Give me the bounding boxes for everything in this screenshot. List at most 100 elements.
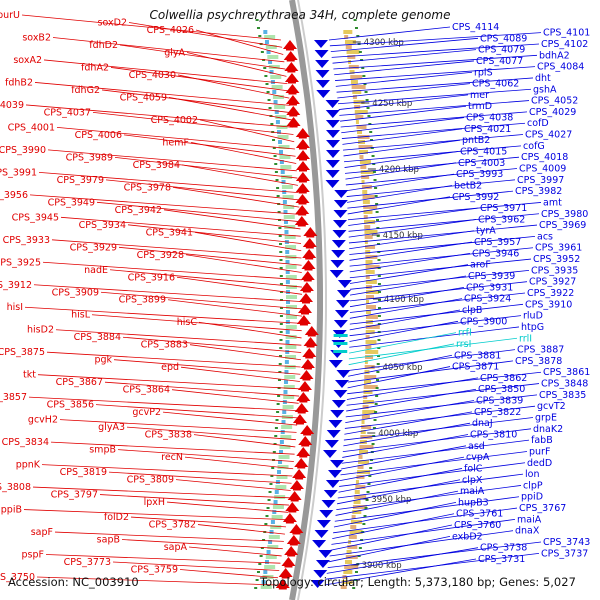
right-gene-label: CPS_3731	[478, 554, 525, 565]
right-leader-line	[333, 54, 538, 70]
left-gene-label: pgk	[94, 355, 112, 366]
gc-skew-bar	[351, 85, 366, 89]
forward-gene-arrow	[289, 480, 304, 489]
gc-skew-bar	[349, 530, 363, 534]
left-leader-line	[121, 539, 283, 550]
right-gene-label: hupB3	[458, 497, 489, 508]
gc-content-bar	[284, 235, 296, 239]
forward-gene-body	[306, 346, 315, 348]
right-leader-line	[344, 145, 522, 163]
gc-content-bar	[285, 250, 290, 254]
left-gene-label: CPS_3867	[56, 377, 103, 388]
forward-gene-body	[295, 423, 304, 425]
forward-gene-arrow	[297, 304, 312, 313]
right-gene-label: clpP	[523, 480, 543, 491]
reverse-gene-arrow	[313, 40, 328, 48]
gc-content-bar	[283, 210, 288, 214]
left-gene-label: CPS_3956	[0, 190, 28, 201]
gc-content-bar	[271, 515, 283, 519]
reverse-gene-arrow	[313, 570, 328, 578]
right-gene-label: CPS_3957	[474, 237, 521, 248]
gc-content-bar	[276, 125, 288, 129]
gc-content-bar	[285, 315, 297, 319]
left-gene-label: purU	[0, 10, 20, 21]
left-gene-label: sapB	[97, 535, 120, 546]
gc-skew-bar	[354, 105, 361, 109]
left-gene-label: hemF	[162, 137, 189, 148]
left-gene-label: CPS_4039	[0, 100, 24, 111]
gc-content-bar	[284, 360, 289, 364]
left-gene-label: CPS_4001	[8, 122, 55, 133]
right-gene-label: CPS_4015	[460, 147, 507, 158]
reverse-gene-arrow	[326, 430, 341, 438]
gc-content-bar	[285, 280, 290, 284]
gc-skew-bar	[347, 545, 358, 549]
left-gene-label: hisD2	[27, 325, 54, 336]
right-leader-line	[349, 309, 461, 331]
right-leader-line	[347, 366, 451, 389]
reverse-gene-arrow	[334, 310, 349, 318]
reverse-gene-arrow	[328, 360, 343, 368]
gc-content-bar	[275, 115, 287, 119]
forward-gene-body	[288, 511, 297, 513]
right-leader-line	[347, 360, 514, 383]
gc-skew-bar	[365, 265, 380, 269]
gc-content-bar	[282, 405, 294, 409]
forward-gene-arrow	[295, 194, 310, 203]
forward-gene-arrow	[296, 392, 311, 401]
left-leader-line	[29, 194, 300, 215]
right-gene-label: CPS_4079	[478, 45, 525, 56]
left-gene-label: CPS_3883	[141, 340, 188, 351]
gc-content-bar	[277, 135, 289, 139]
left-leader-line	[122, 336, 302, 353]
gc-content-bar	[268, 535, 280, 539]
reverse-gene-arrow	[326, 130, 341, 138]
right-gene-label: CPS_4101	[543, 28, 590, 39]
reverse-gene-arrow	[333, 200, 348, 208]
right-gene-label: clpB	[462, 305, 482, 316]
kbp-tick-label: 4150 kbp	[383, 231, 423, 241]
right-leader-line	[342, 128, 463, 145]
gc-content-bar	[281, 180, 286, 184]
right-leader-line	[341, 117, 465, 134]
right-gene-label: CPS_3962	[478, 214, 525, 225]
gc-skew-bar	[364, 365, 375, 369]
gc-content-bar	[268, 65, 280, 69]
left-leader-line	[126, 426, 296, 441]
gc-skew-bar	[343, 570, 353, 574]
forward-gene-arrow	[292, 414, 307, 423]
right-gene-label: CPS_3993	[456, 169, 503, 180]
right-gene-label: dedD	[527, 458, 552, 469]
left-leader-line	[23, 509, 288, 520]
gc-content-bar	[284, 375, 296, 379]
left-leader-line	[188, 546, 282, 557]
left-leader-line	[190, 141, 297, 164]
left-leader-line	[113, 359, 301, 375]
right-leader-line	[339, 100, 530, 116]
gc-content-bar	[285, 305, 297, 309]
gc-skew-bar	[365, 310, 371, 314]
forward-gene-arrow	[281, 557, 296, 566]
right-gene-label: acs	[537, 231, 553, 242]
gc-skew-bar	[347, 55, 356, 59]
left-leader-line	[199, 119, 295, 143]
gc-content-bar	[285, 245, 297, 249]
gc-content-bar	[267, 55, 279, 59]
right-leader-line	[348, 207, 479, 226]
forward-gene-arrow	[295, 128, 310, 137]
forward-gene-arrow	[301, 260, 316, 269]
reverse-gene-arrow	[316, 520, 331, 528]
reverse-gene-arrow	[325, 160, 340, 168]
gc-content-bar	[282, 410, 287, 414]
gc-content-bar	[282, 190, 287, 194]
left-leader-line	[51, 239, 302, 259]
right-leader-line	[347, 190, 514, 209]
forward-gene-arrow	[300, 425, 315, 434]
left-leader-line	[24, 306, 302, 324]
left-leader-line	[118, 246, 302, 266]
reverse-gene-arrow	[325, 120, 340, 128]
left-leader-line	[50, 441, 295, 455]
gc-skew-bar	[365, 250, 371, 254]
reverse-gene-arrow	[326, 140, 341, 148]
gc-skew-bar	[344, 565, 359, 569]
